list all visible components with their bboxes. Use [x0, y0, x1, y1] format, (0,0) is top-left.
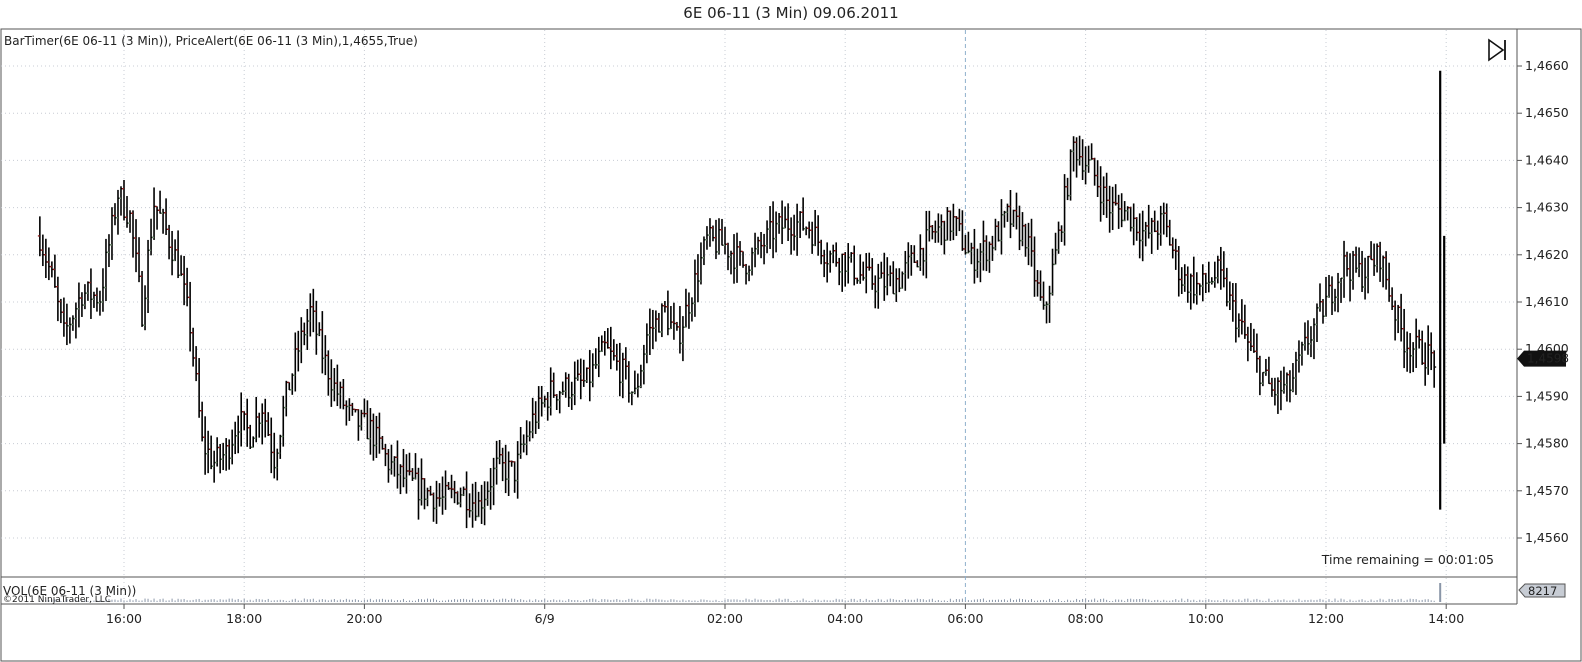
x-tick-label: 12:00 — [1308, 611, 1344, 626]
y-tick-label: 1,4660 — [1525, 58, 1569, 73]
chart-title: 6E 06-11 (3 Min) 09.06.2011 — [683, 4, 899, 22]
x-tick-label: 08:00 — [1068, 611, 1104, 626]
scroll-to-end-icon[interactable] — [1488, 38, 1506, 62]
volume-value-marker: 8217 — [1518, 583, 1566, 598]
volume-panel — [39, 583, 1442, 602]
y-tick-label: 1,4610 — [1525, 294, 1569, 309]
y-tick-label: 1,4640 — [1525, 152, 1569, 167]
x-tick-label: 10:00 — [1188, 611, 1224, 626]
y-tick-label: 1,4590 — [1525, 388, 1569, 403]
last-price-value: 1,4598 — [1527, 352, 1569, 366]
x-tick-label: 18:00 — [226, 611, 262, 626]
y-tick-label: 1,4650 — [1525, 105, 1569, 120]
y-tick-label: 1,4560 — [1525, 530, 1569, 545]
volume-indicator-label: VOL(6E 06-11 (3 Min)) — [3, 584, 136, 598]
copyright-label: ©2011 NinjaTrader, LLC — [3, 595, 111, 605]
y-tick-label: 1,4620 — [1525, 247, 1569, 262]
y-tick-label: 1,4580 — [1525, 436, 1569, 451]
x-tick-label: 16:00 — [106, 611, 142, 626]
indicator-label: BarTimer(6E 06-11 (3 Min)), PriceAlert(6… — [4, 34, 418, 48]
x-tick-label: 04:00 — [827, 611, 863, 626]
price-bars — [37, 70, 1446, 529]
y-tick-label: 1,4570 — [1525, 483, 1569, 498]
x-tick-label: 14:00 — [1428, 611, 1464, 626]
x-axis-ticks: 16:00 18:00 20:00 6/9 02:00 04:00 06:00 08:00 10… — [106, 604, 1464, 626]
x-tick-label: 06:00 — [947, 611, 983, 626]
last-price-marker: 1,4598 — [1517, 350, 1569, 367]
volume-value: 8217 — [1528, 584, 1557, 598]
x-tick-label: 20:00 — [346, 611, 382, 626]
grid-lines — [1, 30, 1517, 604]
time-remaining-label: Time remaining = 00:01:05 — [1321, 552, 1494, 567]
y-axis-ticks: 1,45601,45701,45801,45901,46001,46101,46… — [1517, 58, 1569, 545]
y-tick-label: 1,4630 — [1525, 200, 1569, 215]
x-tick-label: 02:00 — [707, 611, 743, 626]
x-tick-label: 6/9 — [535, 611, 555, 626]
